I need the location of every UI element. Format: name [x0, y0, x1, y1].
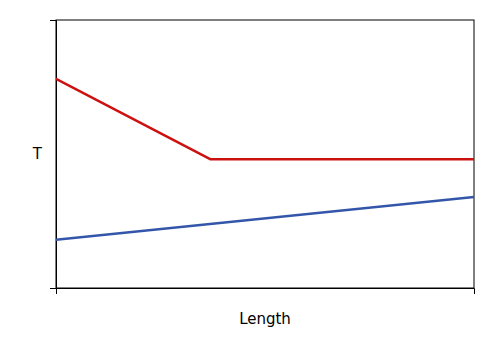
y-axis-line — [50, 21, 57, 289]
x-axis — [57, 289, 475, 295]
line — [56, 197, 474, 240]
x-axis-title: Length — [239, 310, 291, 328]
y-axis-title: T — [32, 145, 43, 163]
x-axis-line — [57, 289, 475, 295]
lines — [56, 79, 474, 240]
line — [56, 79, 474, 159]
plot-frame — [56, 20, 474, 288]
chart: Length T — [0, 0, 498, 340]
y-axis — [50, 21, 57, 289]
plot-area — [50, 20, 475, 294]
